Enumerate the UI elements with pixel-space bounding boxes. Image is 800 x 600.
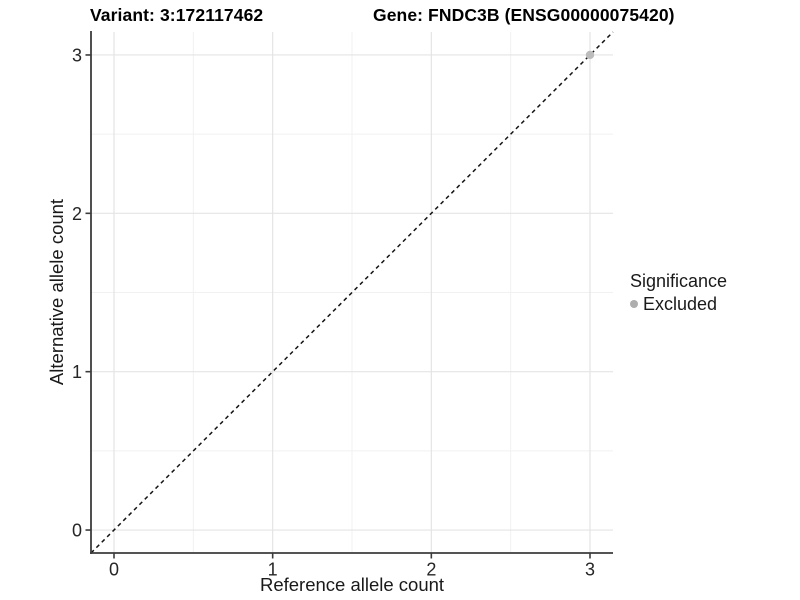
x-tick-label: 0	[109, 560, 119, 580]
x-tick-label: 3	[585, 560, 595, 580]
x-axis-ticks: 0 1 2 3	[109, 553, 595, 580]
x-tick-label: 1	[268, 560, 278, 580]
legend-point-swatch	[630, 300, 638, 308]
y-tick-label: 1	[72, 362, 82, 382]
legend-item-excluded: Excluded	[630, 294, 727, 314]
legend-item-label: Excluded	[643, 294, 718, 314]
data-point	[585, 50, 595, 60]
y-tick-label: 2	[72, 204, 82, 224]
gridlines-minor	[91, 32, 613, 553]
plot-title-variant: Variant: 3:172117462	[90, 5, 264, 25]
plot-title-gene: Gene: FNDC3B (ENSG00000075420)	[373, 5, 675, 25]
y-tick-label: 3	[72, 45, 82, 65]
gridlines-major	[91, 32, 613, 553]
y-axis-label: Alternative allele count	[46, 199, 67, 385]
data-series-layer	[90, 31, 614, 554]
legend-title: Significance	[630, 271, 728, 291]
y-tick-label: 0	[72, 521, 82, 541]
x-axis-label: Reference allele count	[260, 574, 444, 595]
identity-dashed-line	[90, 31, 614, 554]
x-tick-label: 2	[426, 560, 436, 580]
y-axis-ticks: 0 1 2 3	[72, 45, 91, 541]
legend: Significance Excluded	[630, 271, 727, 314]
